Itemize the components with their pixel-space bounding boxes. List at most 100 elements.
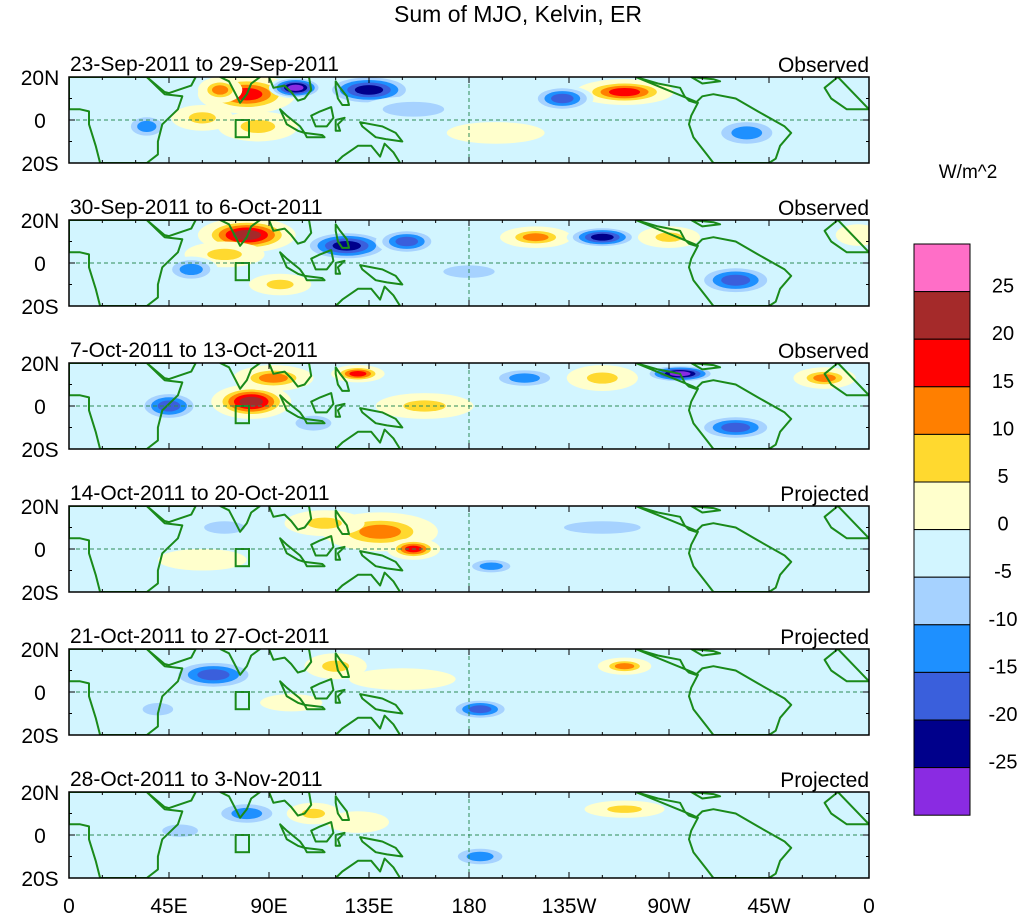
colorbar: 25 20 15 10 5 0 -5 -10 -15 -20 -25: [913, 243, 1018, 816]
negative-anomaly: [395, 236, 419, 247]
y-tick-label: 20S: [21, 153, 58, 176]
x-tick-label: 90E: [250, 895, 287, 918]
coastline: [303, 703, 326, 711]
negative-anomaly: [382, 101, 445, 117]
map-panel: 20N 0 20S 7-Oct-2011 to 13-Oct-2011 Observed: [21, 339, 870, 462]
colorbar-swatch: [913, 433, 971, 483]
negative-anomaly: [137, 120, 157, 133]
map-panel: 20N 0 20S 23-Sep-2011 to 29-Sep-2011 Observe…: [21, 53, 870, 176]
coastline: [634, 506, 793, 592]
anomaly-field: [149, 800, 665, 868]
coastline: [690, 363, 722, 371]
y-tick-label: 20N: [21, 210, 60, 233]
colorbar-label: 10: [992, 418, 1014, 440]
negative-anomaly: [287, 84, 304, 91]
coastline: [310, 106, 335, 128]
negative-anomaly: [590, 233, 614, 241]
colorbar-swatch: [913, 386, 971, 435]
colorbar-label: 5: [997, 466, 1008, 488]
colorbar-label: 15: [992, 371, 1014, 393]
positive-anomaly: [359, 524, 402, 539]
coastline: [219, 363, 262, 390]
colorbar-swatch: [913, 719, 971, 769]
positive-anomaly: [522, 233, 549, 242]
positive-anomaly: [207, 248, 242, 260]
coastline: [268, 506, 313, 531]
coastline: [690, 792, 722, 800]
coastline: [334, 688, 346, 704]
y-tick-label: 20S: [21, 296, 58, 319]
positive-anomaly: [655, 232, 683, 242]
coastline: [145, 220, 197, 238]
coastline: [634, 77, 793, 163]
coastline: [219, 77, 262, 104]
panel-date-range: 30-Sep-2011 to 6-Oct-2011: [70, 196, 323, 219]
colorbar-swatch: [913, 624, 971, 673]
coastline: [690, 649, 722, 657]
coastline: [334, 831, 346, 847]
y-tick-label: 20S: [21, 582, 58, 605]
negative-anomaly: [551, 93, 574, 104]
reference-box: [234, 262, 251, 282]
colorbar-swatch: [913, 338, 971, 388]
coastline: [359, 550, 404, 572]
coastline: [334, 259, 346, 275]
coastline: [334, 80, 350, 106]
map-panel: 20N 0 20S 14-Oct-2011 to 20-Oct-2011 Project…: [21, 482, 870, 605]
reference-box: [234, 548, 251, 568]
x-tick-label: 135E: [344, 895, 393, 918]
coastline: [145, 506, 197, 524]
coastline: [690, 506, 722, 514]
coastline: [268, 792, 313, 817]
panel-status: Projected: [780, 626, 869, 649]
reference-box: [234, 691, 251, 711]
colorbar-label: 0: [997, 514, 1008, 536]
negative-anomaly: [721, 274, 751, 286]
y-tick-label: 20S: [21, 725, 58, 748]
coastline: [359, 121, 404, 143]
colorbar-swatch: [913, 291, 971, 340]
positive-anomaly: [607, 805, 642, 813]
coastline: [334, 402, 346, 418]
coastline: [310, 678, 335, 700]
coastline: [145, 792, 197, 810]
coastline: [268, 649, 313, 674]
positive-anomaly: [258, 373, 288, 383]
coastline: [359, 407, 404, 429]
x-tick-label: 45E: [150, 895, 187, 918]
map-panel: 20N 0 20S 28-Oct-2011 to 3-Nov-2011 Projecte…: [21, 768, 870, 891]
coastlines: [69, 792, 869, 878]
colorbar-label: -15: [989, 656, 1018, 678]
negative-anomaly: [162, 824, 199, 837]
anomaly-field: [137, 365, 856, 441]
coastlines: [69, 506, 869, 592]
anomaly-field: [131, 653, 652, 720]
y-tick-label: 20N: [21, 353, 60, 376]
colorbar-label: 20: [992, 323, 1014, 345]
y-tick-label: 0: [34, 253, 46, 276]
panel-status: Projected: [780, 483, 869, 506]
y-tick-label: 20N: [21, 67, 60, 90]
map-panel: 20N 0 20S 21-Oct-2011 to 27-Oct-2011 Project…: [21, 625, 870, 748]
negative-anomaly: [479, 562, 503, 570]
y-tick-label: 20S: [21, 868, 58, 891]
colorbar-swatch: [913, 671, 971, 721]
map-panel: 20N 0 20S 30-Sep-2011 to 6-Oct-2011 Observed: [21, 196, 870, 319]
negative-anomaly: [354, 85, 384, 95]
chart-title: Sum of MJO, Kelvin, ER: [394, 1, 642, 27]
coastline: [634, 649, 793, 735]
coastline: [219, 792, 262, 819]
colorbar-swatch: [913, 767, 971, 816]
negative-anomaly: [197, 669, 230, 681]
panel-status: Observed: [778, 54, 869, 77]
coastline: [634, 363, 793, 449]
negative-anomaly: [179, 263, 203, 276]
x-tick-label: 135W: [542, 895, 597, 918]
reference-box: [234, 834, 251, 854]
x-axis: 0 45E 90E 135E 180 135W 90W 45W 0: [63, 895, 875, 918]
x-tick-label: 45W: [747, 895, 790, 918]
y-tick-label: 20N: [21, 496, 60, 519]
coastline: [334, 285, 402, 306]
y-tick-label: 20N: [21, 782, 60, 805]
coastlines: [69, 77, 869, 163]
